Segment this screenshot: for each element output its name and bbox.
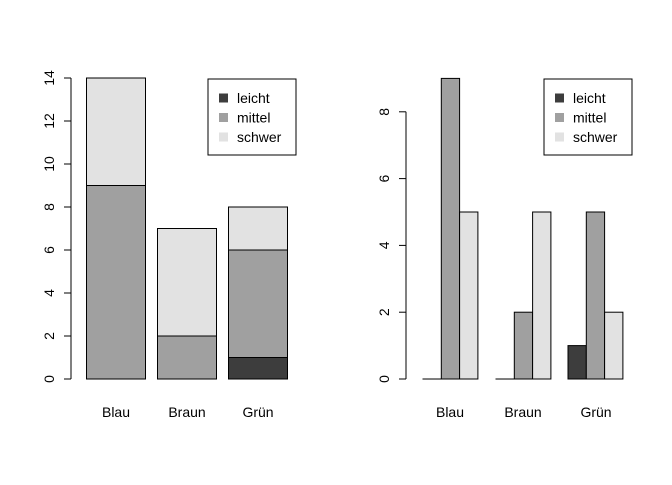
bar-segment-schwer-1 [158,229,217,337]
bar-mittel-2 [586,212,604,379]
stacked-bar-chart: 0 2 4 6 8 10 12 14 Blau Braun Grün leicht mittel schw… [41,70,296,420]
legend-swatch-leicht [555,94,564,103]
y-tick-label-4: 4 [41,289,57,297]
y-tick-label-2: 2 [41,332,57,340]
y-tick-label-8: 8 [376,108,392,116]
y-tick-label-14: 14 [41,70,57,86]
legend: leicht mittel schwer [544,79,632,155]
legend: leicht mittel schwer [208,79,296,155]
category-label-1: Braun [168,404,205,420]
legend-swatch-schwer [219,133,228,142]
legend-label-schwer: schwer [573,129,618,145]
bar-segment-mittel-0 [87,186,146,380]
legend-swatch-mittel [219,113,228,122]
bar-schwer-0 [460,212,478,379]
y-tick-label-0: 0 [376,375,392,383]
legend-swatch-leicht [219,94,228,103]
bar-schwer-1 [533,212,551,379]
y-tick-label-12: 12 [41,113,57,129]
category-label-2: Grün [580,404,611,420]
y-tick-label-6: 6 [41,246,57,254]
bar-leicht-2 [568,346,586,379]
bar-segment-mittel-2 [229,250,288,358]
legend-label-leicht: leicht [237,90,270,106]
bar-segment-schwer-0 [87,78,146,186]
category-label-0: Blau [436,404,464,420]
y-tick-label-8: 8 [41,203,57,211]
y-tick-label-6: 6 [376,174,392,182]
legend-swatch-schwer [555,133,564,142]
bar-schwer-2 [605,312,623,379]
bar-mittel-0 [441,78,459,379]
legend-label-schwer: schwer [237,129,282,145]
y-tick-label-0: 0 [41,375,57,383]
legend-swatch-mittel [555,113,564,122]
y-tick-label-4: 4 [376,241,392,249]
legend-label-mittel: mittel [573,110,606,126]
category-label-0: Blau [102,404,130,420]
bar-segment-leicht-2 [229,358,288,380]
grouped-bar-chart: 0 2 4 6 8 Blau Braun Grün leicht mittel schwer [376,78,632,420]
legend-label-mittel: mittel [237,110,270,126]
category-label-2: Grün [242,404,273,420]
y-tick-label-2: 2 [376,308,392,316]
bar-mittel-1 [514,312,532,379]
legend-label-leicht: leicht [573,90,606,106]
bar-segment-mittel-1 [158,336,217,379]
category-label-1: Braun [504,404,541,420]
y-tick-label-10: 10 [41,156,57,172]
bar-segment-schwer-2 [229,207,288,250]
